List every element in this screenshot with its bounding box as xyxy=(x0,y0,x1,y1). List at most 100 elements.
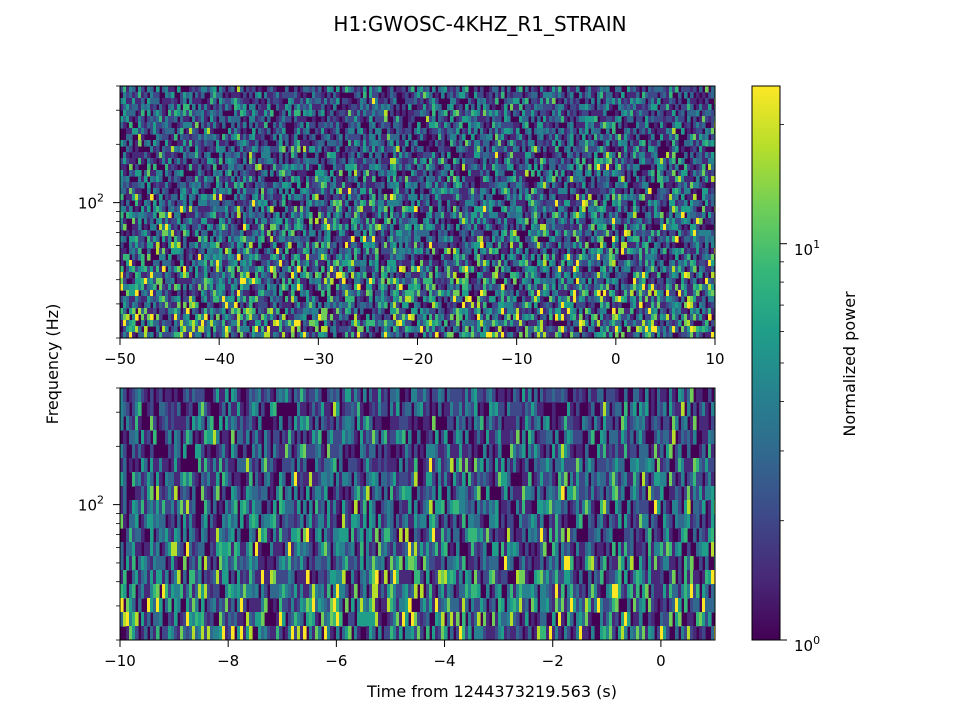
heatmap-cell xyxy=(711,182,715,189)
heatmap-cell xyxy=(420,92,424,99)
heatmap-cell xyxy=(195,158,199,165)
heatmap-cell xyxy=(528,194,532,201)
heatmap-cell xyxy=(609,182,613,189)
heatmap-cell xyxy=(408,152,412,159)
heatmap-cell xyxy=(393,116,397,123)
heatmap-cell xyxy=(138,224,142,231)
heatmap-cell xyxy=(540,176,544,183)
heatmap-cell xyxy=(120,158,124,165)
heatmap-cell xyxy=(318,128,322,135)
heatmap-cell xyxy=(486,218,490,225)
heatmap-cell xyxy=(321,98,325,105)
heatmap-cell xyxy=(372,134,376,141)
heatmap-cell xyxy=(315,254,319,261)
heatmap-cell xyxy=(231,134,235,141)
heatmap-cell xyxy=(300,116,304,123)
heatmap-cell xyxy=(453,86,457,93)
heatmap-cell xyxy=(465,116,469,123)
heatmap-cell xyxy=(282,254,286,261)
heatmap-cell xyxy=(162,272,166,279)
heatmap-cell xyxy=(579,170,583,177)
heatmap-cell xyxy=(189,122,193,129)
heatmap-cell xyxy=(183,272,187,279)
heatmap-cell xyxy=(378,188,382,195)
heatmap-cell xyxy=(573,254,577,261)
heatmap-cell xyxy=(351,194,355,201)
heatmap-cell xyxy=(609,164,613,171)
heatmap-cell xyxy=(513,104,517,111)
heatmap-cell xyxy=(405,272,409,279)
heatmap-cell xyxy=(408,164,412,171)
heatmap-cell xyxy=(549,212,553,219)
heatmap-cell xyxy=(441,278,445,285)
heatmap-cell xyxy=(705,194,709,201)
heatmap-cell xyxy=(501,104,505,111)
heatmap-cell xyxy=(345,266,349,273)
heatmap-cell xyxy=(360,188,364,195)
heatmap-cell xyxy=(387,128,391,135)
heatmap-cell xyxy=(285,206,289,213)
heatmap-cell xyxy=(486,188,490,195)
heatmap-cell xyxy=(459,122,463,129)
heatmap-cell xyxy=(384,242,388,249)
heatmap-cell xyxy=(348,134,352,141)
heatmap-cell xyxy=(267,158,271,165)
heatmap-cell xyxy=(126,188,130,195)
heatmap-cell xyxy=(663,122,667,129)
heatmap-cell xyxy=(477,92,481,99)
heatmap-cell xyxy=(426,194,430,201)
heatmap-cell xyxy=(603,242,607,249)
heatmap-cell xyxy=(270,134,274,141)
heatmap-cell xyxy=(213,86,217,93)
heatmap-cell xyxy=(309,146,313,153)
heatmap-cell xyxy=(519,272,523,279)
heatmap-cell xyxy=(540,260,544,267)
heatmap-cell xyxy=(375,86,379,93)
heatmap-cell xyxy=(705,86,709,93)
heatmap-cell xyxy=(444,212,448,219)
heatmap-cell xyxy=(528,146,532,153)
heatmap-cell xyxy=(519,152,523,159)
heatmap-cell xyxy=(489,176,493,183)
heatmap-cell xyxy=(228,200,232,207)
heatmap-cell xyxy=(654,122,658,129)
heatmap-cell xyxy=(645,212,649,219)
heatmap-cell xyxy=(321,206,325,213)
heatmap-cell xyxy=(168,266,172,273)
heatmap-cell xyxy=(495,86,499,93)
heatmap-cell xyxy=(135,146,139,153)
heatmap-cell xyxy=(444,86,448,93)
heatmap-cell xyxy=(522,188,526,195)
heatmap-cell xyxy=(276,170,280,177)
heatmap-cell xyxy=(594,218,598,225)
heatmap-cell xyxy=(573,266,577,273)
heatmap-cell xyxy=(147,194,151,201)
heatmap-cell xyxy=(402,236,406,243)
heatmap-cell xyxy=(255,164,259,171)
heatmap-cell xyxy=(600,272,604,279)
heatmap-cell xyxy=(594,122,598,129)
heatmap-cell xyxy=(573,152,577,159)
heatmap-cell xyxy=(621,260,625,267)
heatmap-cell xyxy=(240,236,244,243)
heatmap-cell xyxy=(528,104,532,111)
heatmap-cell xyxy=(417,86,421,93)
heatmap-cell xyxy=(303,248,307,255)
heatmap-cell xyxy=(267,248,271,255)
heatmap-cell xyxy=(666,272,670,279)
heatmap-cell xyxy=(693,260,697,267)
heatmap-cell xyxy=(531,248,535,255)
heatmap-cell xyxy=(273,86,277,93)
heatmap-cell xyxy=(534,266,538,273)
heatmap-cell xyxy=(708,254,712,261)
heatmap-cell xyxy=(393,158,397,165)
heatmap-cell xyxy=(396,194,400,201)
heatmap-cell xyxy=(219,158,223,165)
heatmap-cell xyxy=(300,248,304,255)
heatmap-cell xyxy=(270,266,274,273)
heatmap-cell xyxy=(669,164,673,171)
heatmap-cell xyxy=(210,86,214,93)
heatmap-cell xyxy=(219,116,223,123)
heatmap-cell xyxy=(468,98,472,105)
heatmap-cell xyxy=(258,224,262,231)
